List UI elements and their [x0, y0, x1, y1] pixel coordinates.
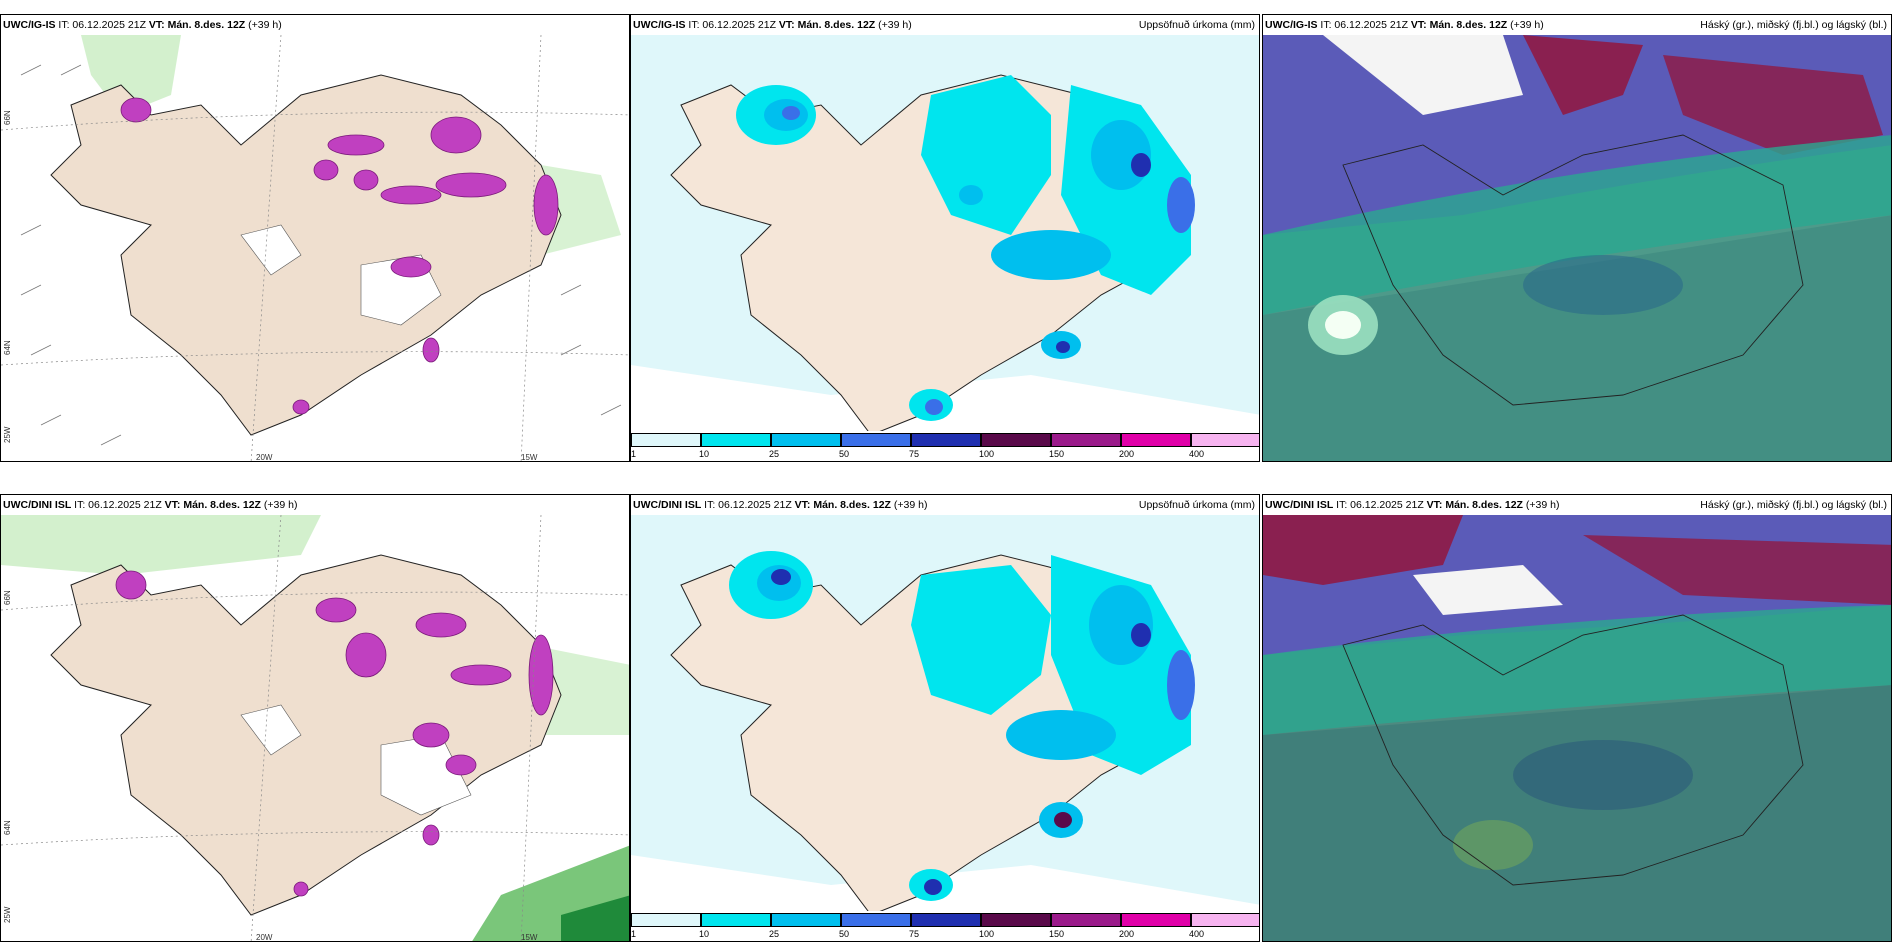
lat-label-64n: 64N: [3, 340, 12, 355]
colorbar-swatch: [841, 913, 911, 927]
lead-time: (+39 h): [893, 499, 928, 511]
panel-header: UWC/DINI ISL IT: 06.12.2025 21Z VT: Mán.…: [1, 495, 629, 515]
panel-precip-bottom: UWC/DINI ISL IT: 06.12.2025 21Z VT: Mán.…: [630, 494, 1260, 942]
colorbar-swatch: [771, 913, 841, 927]
colorbar-tick: 10: [699, 449, 710, 459]
colorbar-tick: 200: [1119, 929, 1135, 939]
colorbar-swatch: [631, 433, 701, 447]
panel-snow-wind-top: UWC/IG-IS IT: 06.12.2025 21Z VT: Mán. 8.…: [0, 14, 630, 462]
model-label: UWC/IG-IS: [633, 19, 686, 31]
valid-time: VT: Mán. 8.des. 12Z: [164, 499, 261, 511]
colorbar-tick: 50: [839, 929, 850, 939]
map-clouds: [1263, 515, 1891, 941]
map-snow-wind: [1, 35, 629, 461]
init-time: IT: 06.12.2025 21Z: [1320, 19, 1408, 31]
panel-snow-wind-bottom: UWC/DINI ISL IT: 06.12.2025 21Z VT: Mán.…: [0, 494, 630, 942]
colorbar: 1 10 25 50 75 100 150 200 400: [631, 911, 1259, 941]
colorbar-swatch: [1191, 433, 1259, 447]
colorbar-swatch: [1051, 913, 1121, 927]
colorbar-swatch: [631, 913, 701, 927]
init-time: IT: 06.12.2025 21Z: [74, 499, 162, 511]
lead-time: (+39 h): [878, 19, 912, 31]
init-time: IT: 06.12.2025 21Z: [688, 19, 776, 31]
colorbar-swatch: [701, 433, 771, 447]
valid-time: VT: Mán. 8.des. 12Z: [778, 19, 876, 31]
colorbar-tick: 25: [769, 449, 780, 459]
colorbar-tick: 200: [1119, 449, 1135, 459]
lat-label-64n: 64N: [3, 820, 12, 835]
colorbar-tick: 75: [909, 449, 920, 459]
panel-clouds-bottom: UWC/DINI ISL IT: 06.12.2025 21Z VT: Mán.…: [1262, 494, 1892, 942]
colorbar-tick: 150: [1049, 449, 1065, 459]
init-time: IT: 06.12.2025 21Z: [704, 499, 792, 511]
colorbar-tick: 50: [839, 449, 850, 459]
cloud-title: Háský (gr.), miðský (fj.bl.) og lágský (…: [1700, 19, 1887, 31]
valid-time: VT: Mán. 8.des. 12Z: [1426, 499, 1523, 511]
init-time: IT: 06.12.2025 21Z: [58, 19, 146, 31]
colorbar-tick: 75: [909, 929, 920, 939]
lon-label-25w: 25W: [3, 426, 12, 443]
precip-title: Uppsöfnuð úrkoma (mm): [1138, 19, 1255, 31]
colorbar-swatch: [1051, 433, 1121, 447]
panel-header: UWC/IG-IS IT: 06.12.2025 21Z VT: Mán. 8.…: [1, 15, 629, 35]
valid-time: VT: Mán. 8.des. 12Z: [794, 499, 891, 511]
map-precip: [631, 35, 1259, 461]
valid-time: VT: Mán. 8.des. 12Z: [148, 19, 246, 31]
colorbar-tick: 1: [631, 929, 637, 939]
lon-label-15w: 15W: [521, 933, 538, 942]
precip-title: Uppsöfnuð úrkoma (mm): [1138, 499, 1255, 511]
panel-clouds-top: UWC/IG-IS IT: 06.12.2025 21Z VT: Mán. 8.…: [1262, 14, 1892, 462]
cloud-title: Háský (gr.), miðský (fj.bl.) og lágský (…: [1700, 499, 1887, 511]
colorbar-swatch: [1121, 433, 1191, 447]
colorbar-tick: 400: [1189, 929, 1205, 939]
lon-label-25w: 25W: [3, 906, 12, 923]
model-label: UWC/IG-IS: [3, 19, 56, 31]
colorbar-swatch: [841, 433, 911, 447]
panel-precip-top: UWC/IG-IS IT: 06.12.2025 21Z VT: Mán. 8.…: [630, 14, 1260, 462]
panel-header: UWC/DINI ISL IT: 06.12.2025 21Z VT: Mán.…: [1263, 495, 1891, 515]
colorbar-swatch: [1121, 913, 1191, 927]
panel-header: UWC/IG-IS IT: 06.12.2025 21Z VT: Mán. 8.…: [631, 15, 1259, 35]
colorbar-swatch: [771, 433, 841, 447]
colorbar-tick: 25: [769, 929, 780, 939]
map-clouds: [1263, 35, 1891, 461]
lon-label-20w: 20W: [256, 453, 273, 462]
colorbar-swatch: [701, 913, 771, 927]
model-label: UWC/DINI ISL: [1265, 499, 1334, 511]
lead-time: (+39 h): [1510, 19, 1544, 31]
valid-time: VT: Mán. 8.des. 12Z: [1410, 19, 1508, 31]
map-precip: [631, 515, 1259, 941]
colorbar-tick: 150: [1049, 929, 1065, 939]
colorbar-swatch: [911, 433, 981, 447]
init-time: IT: 06.12.2025 21Z: [1336, 499, 1424, 511]
model-label: UWC/DINI ISL: [633, 499, 702, 511]
lat-label-66n: 66N: [3, 590, 12, 605]
lat-label-66n: 66N: [3, 110, 12, 125]
model-label: UWC/DINI ISL: [3, 499, 72, 511]
lead-time: (+39 h): [263, 499, 298, 511]
model-label: UWC/IG-IS: [1265, 19, 1318, 31]
colorbar-tick: 100: [979, 449, 995, 459]
panel-header: UWC/DINI ISL IT: 06.12.2025 21Z VT: Mán.…: [631, 495, 1259, 515]
colorbar-tick: 10: [699, 929, 710, 939]
panel-header: UWC/IG-IS IT: 06.12.2025 21Z VT: Mán. 8.…: [1263, 15, 1891, 35]
lon-label-20w: 20W: [256, 933, 273, 942]
colorbar-swatch: [911, 913, 981, 927]
colorbar-tick: 1: [631, 449, 637, 459]
lead-time: (+39 h): [1525, 499, 1560, 511]
colorbar-swatch: [1191, 913, 1259, 927]
colorbar-tick: 100: [979, 929, 995, 939]
colorbar-swatch: [981, 913, 1051, 927]
lead-time: (+39 h): [248, 19, 282, 31]
colorbar: 1 10 25 50 75 100 150 200 400: [631, 431, 1259, 461]
map-snow-wind: [1, 515, 629, 941]
colorbar-swatch: [981, 433, 1051, 447]
colorbar-tick: 400: [1189, 449, 1205, 459]
lon-label-15w: 15W: [521, 453, 538, 462]
